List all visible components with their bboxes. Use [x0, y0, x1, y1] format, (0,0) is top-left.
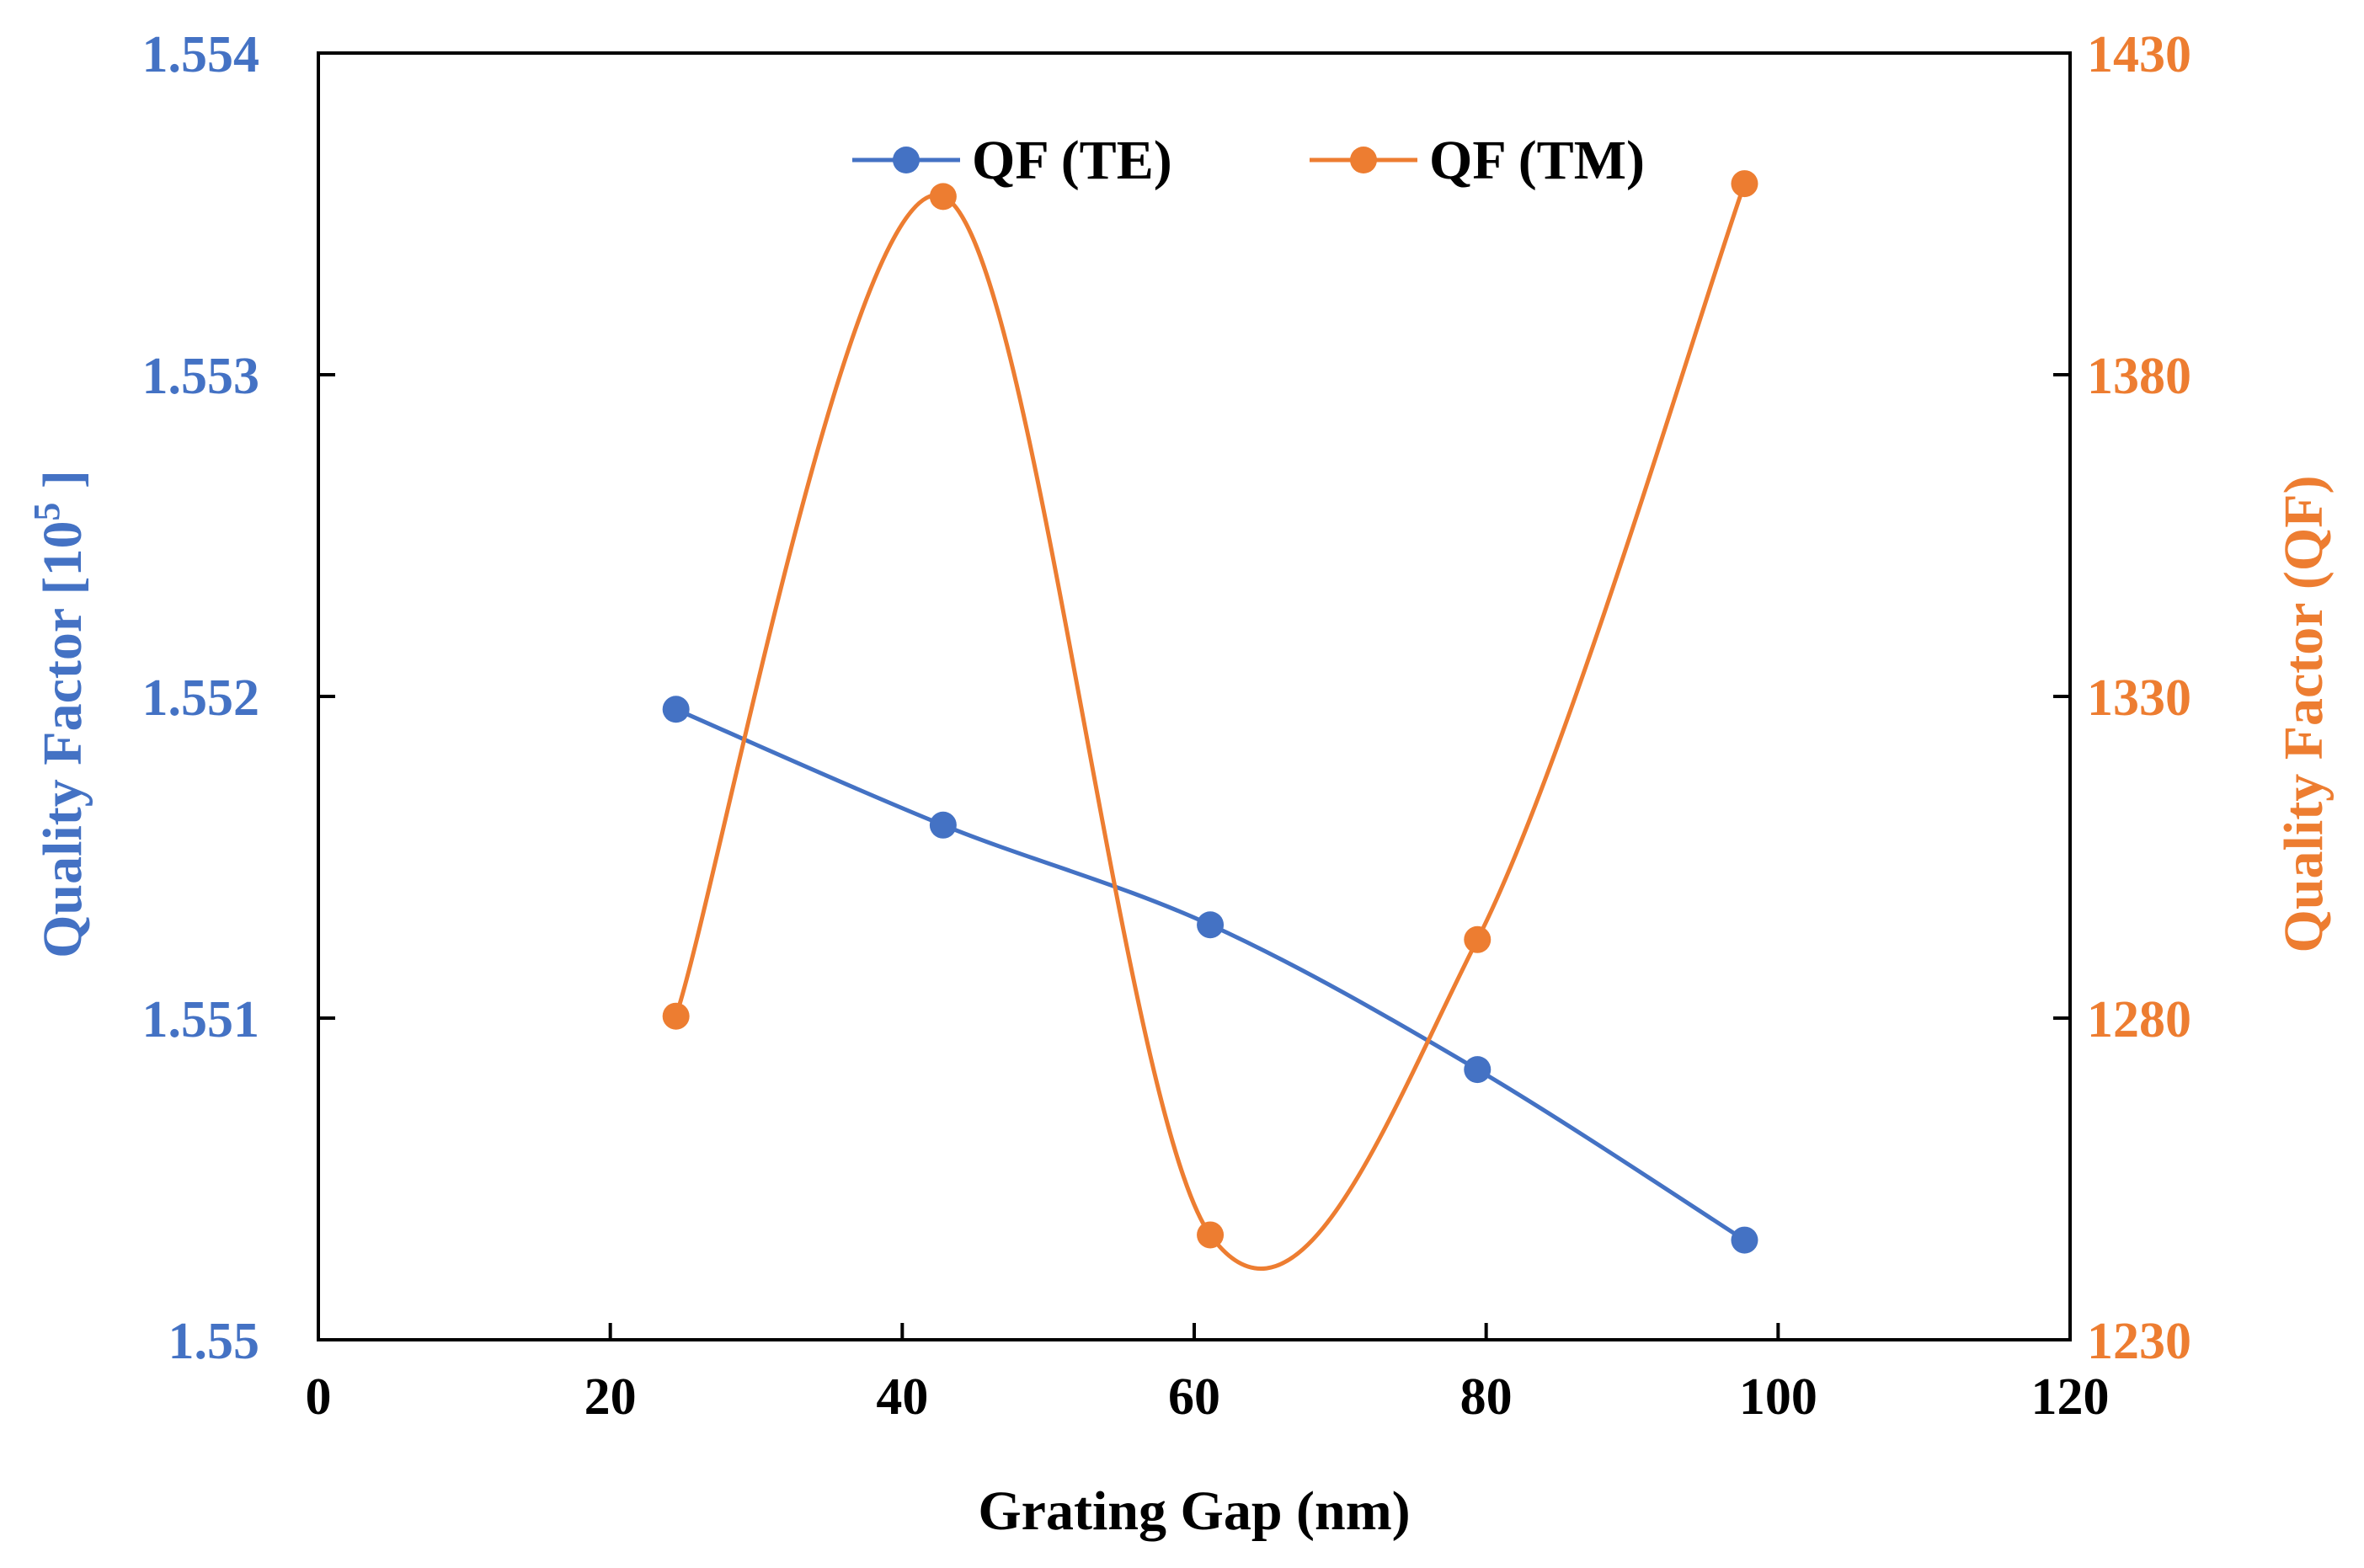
legend-marker-tm [1350, 147, 1377, 173]
x-axis-title: Grating Gap (nm) [978, 1480, 1410, 1542]
left-y-axis-ticks: 1.55 1.551 1.552 1.553 1.554 [142, 26, 335, 1370]
right-y-tick-label: 1430 [2087, 26, 2191, 83]
data-point-te [1197, 911, 1225, 939]
x-tick-label: 0 [306, 1368, 332, 1426]
data-point-te [662, 696, 690, 723]
left-y-tick-label: 1.554 [142, 26, 260, 83]
legend-marker-te [893, 147, 920, 173]
right-y-tick-label: 1380 [2087, 348, 2191, 405]
x-tick-label: 40 [876, 1368, 928, 1426]
legend-label-te: QF (TE) [972, 130, 1172, 191]
data-point-te [1464, 1056, 1492, 1084]
legend: QF (TE) QF (TM) [852, 130, 1645, 191]
series-line-tm [674, 183, 1747, 1272]
series-line-te [675, 707, 1746, 1242]
left-y-tick-label: 1.55 [168, 1313, 260, 1370]
left-y-tick-label: 1.551 [142, 991, 260, 1048]
data-point-tm [662, 1002, 690, 1030]
data-point-te [1731, 1226, 1758, 1254]
x-tick-label: 100 [1739, 1368, 1817, 1426]
right-y-tick-label: 1230 [2087, 1313, 2191, 1370]
right-y-tick-label: 1330 [2087, 669, 2191, 727]
data-point-tm [1197, 1221, 1225, 1249]
right-y-axis-title: Quality Factor (QF) [2273, 476, 2335, 953]
x-tick-label: 20 [584, 1368, 637, 1426]
data-point-tm [929, 183, 957, 211]
data-point-tm [1731, 170, 1758, 198]
x-tick-label: 120 [2031, 1368, 2110, 1426]
data-point-tm [1464, 925, 1492, 953]
data-point-te [929, 811, 957, 839]
plot-area-frame [317, 51, 2072, 1341]
x-tick-label: 60 [1168, 1368, 1220, 1426]
right-y-tick-label: 1280 [2087, 991, 2191, 1048]
left-y-tick-label: 1.553 [142, 348, 260, 405]
legend-label-tm: QF (TM) [1429, 130, 1645, 191]
left-y-axis-title-superscript: 5 [26, 503, 67, 521]
x-axis-ticks: 0 20 40 60 80 100 120 [306, 1323, 2110, 1426]
right-y-axis-ticks: 1230 1280 1330 1380 1430 [2053, 26, 2191, 1370]
x-tick-label: 80 [1460, 1368, 1513, 1426]
left-y-tick-label: 1.552 [142, 669, 260, 727]
series-layer [662, 170, 1758, 1272]
left-y-axis-title: Quality Factor [105 ] [26, 470, 93, 958]
